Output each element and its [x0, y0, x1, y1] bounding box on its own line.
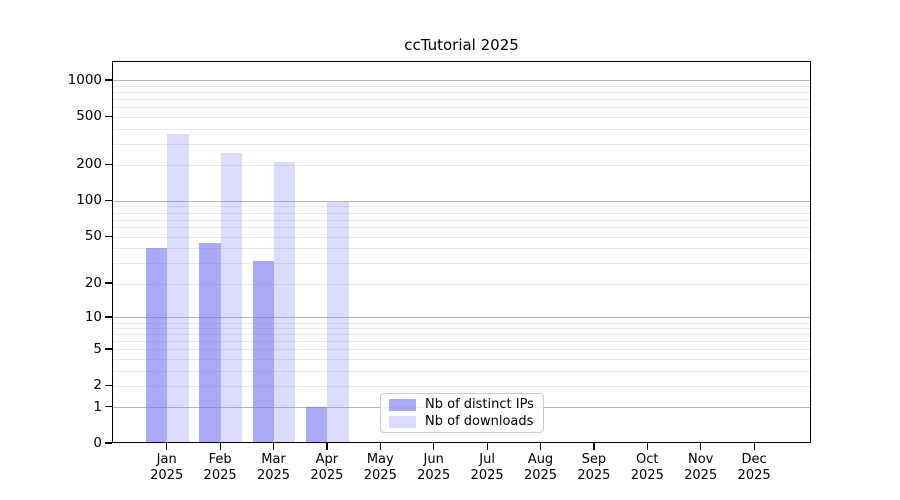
- y-gridline-major: [113, 80, 810, 82]
- y-gridline-minor: [113, 328, 810, 330]
- y-tick-mark: [105, 163, 112, 166]
- y-gridline-minor: [113, 370, 810, 372]
- x-axis-tick-label: Jan 2025: [150, 452, 184, 483]
- x-axis-tick-label: Jul 2025: [470, 452, 504, 483]
- y-tick-mark: [105, 348, 112, 350]
- y-gridline-minor: [113, 92, 810, 94]
- bar-nb-of-downloads: [167, 133, 189, 442]
- y-tick-mark: [105, 384, 112, 386]
- y-axis-tick-label: 0: [93, 435, 102, 451]
- y-tick-mark: [105, 442, 112, 444]
- bar-nb-of-downloads: [220, 152, 242, 442]
- legend-label-downloads: Nb of downloads: [425, 413, 534, 429]
- x-tick-mark: [166, 443, 168, 450]
- plot-area: [112, 61, 811, 443]
- y-gridline-minor: [113, 263, 810, 265]
- bar-nb-of-distinct-ips: [252, 260, 274, 442]
- y-gridline-minor: [113, 227, 810, 229]
- y-axis-tick-label: 1: [93, 398, 102, 415]
- x-axis-tick-label: Aug 2025: [523, 452, 558, 483]
- x-tick-mark: [433, 443, 435, 450]
- y-gridline-minor: [113, 322, 810, 324]
- y-gridline-minor: [113, 164, 810, 166]
- x-axis-tick-label: Jun 2025: [417, 452, 451, 483]
- y-tick-mark: [105, 282, 112, 284]
- x-tick-mark: [379, 443, 381, 450]
- y-gridline-minor: [113, 283, 810, 285]
- y-gridline-minor: [113, 236, 810, 238]
- x-axis-tick-label: Dec 2025: [737, 452, 771, 483]
- x-tick-mark: [700, 443, 702, 450]
- y-gridline-minor: [113, 206, 810, 208]
- y-axis-tick-label: 50: [84, 228, 102, 245]
- y-axis-tick-label: 2: [93, 377, 102, 394]
- y-gridline-major: [113, 200, 810, 202]
- y-gridline-minor: [113, 219, 810, 221]
- x-tick-mark: [219, 443, 221, 450]
- x-axis-tick-label: Mar 2025: [256, 452, 291, 483]
- x-axis-tick-label: May 2025: [363, 452, 397, 483]
- y-axis-tick-label: 5: [93, 340, 102, 357]
- y-gridline-minor: [113, 334, 810, 336]
- bar-nb-of-distinct-ips: [145, 247, 168, 442]
- legend: Nb of distinct IPs Nb of downloads: [380, 393, 544, 433]
- y-gridline-minor: [113, 99, 810, 101]
- y-gridline-minor: [113, 248, 810, 250]
- y-axis-tick-label: 1000: [67, 71, 102, 88]
- y-axis-tick-label: 200: [76, 156, 102, 173]
- y-tick-mark: [105, 405, 112, 408]
- chart-title: ccTutorial 2025: [404, 36, 519, 54]
- bar-nb-of-distinct-ips: [306, 406, 328, 442]
- y-gridline-minor: [113, 116, 810, 118]
- x-axis-tick-label: Apr 2025: [310, 452, 344, 483]
- y-gridline-minor: [113, 341, 810, 343]
- y-gridline-minor: [113, 128, 810, 130]
- x-axis-tick-label: Nov 2025: [684, 452, 718, 483]
- bar-nb-of-distinct-ips: [199, 242, 221, 442]
- y-gridline-minor: [113, 107, 810, 109]
- x-tick-mark: [486, 443, 488, 450]
- y-gridline-minor: [113, 385, 810, 387]
- legend-item-distinct-ips: Nb of distinct IPs: [389, 396, 535, 412]
- y-gridline-major: [113, 317, 810, 319]
- y-gridline-minor: [113, 143, 810, 145]
- y-gridline-minor: [113, 85, 810, 87]
- y-axis-tick-label: 500: [76, 108, 102, 125]
- x-tick-mark: [272, 443, 275, 450]
- bar-nb-of-downloads: [327, 202, 349, 442]
- y-gridline-minor: [113, 212, 810, 214]
- x-tick-mark: [753, 443, 755, 450]
- x-axis-tick-label: Feb 2025: [203, 452, 237, 483]
- legend-swatch-distinct-ips-icon: [389, 398, 416, 411]
- bar-nb-of-downloads: [274, 161, 296, 442]
- y-axis-tick-label: 20: [84, 275, 102, 292]
- x-tick-mark: [539, 443, 542, 450]
- x-axis-tick-label: Oct 2025: [630, 452, 664, 483]
- legend-swatch-downloads-icon: [389, 415, 416, 428]
- y-tick-mark: [105, 235, 112, 238]
- y-tick-mark: [105, 79, 112, 81]
- legend-item-downloads: Nb of downloads: [389, 413, 535, 429]
- x-tick-mark: [646, 443, 648, 450]
- x-tick-mark: [593, 443, 595, 450]
- y-axis-tick-label: 100: [76, 192, 102, 209]
- y-gridline-minor: [113, 358, 810, 360]
- y-tick-mark: [105, 316, 112, 318]
- y-axis-tick-label: 10: [84, 308, 102, 325]
- y-tick-mark: [105, 115, 112, 118]
- y-gridline-minor: [113, 349, 810, 351]
- y-tick-mark: [105, 199, 112, 202]
- x-axis-tick-label: Sep 2025: [577, 452, 611, 483]
- legend-label-distinct-ips: Nb of distinct IPs: [425, 396, 534, 412]
- x-tick-mark: [326, 443, 328, 450]
